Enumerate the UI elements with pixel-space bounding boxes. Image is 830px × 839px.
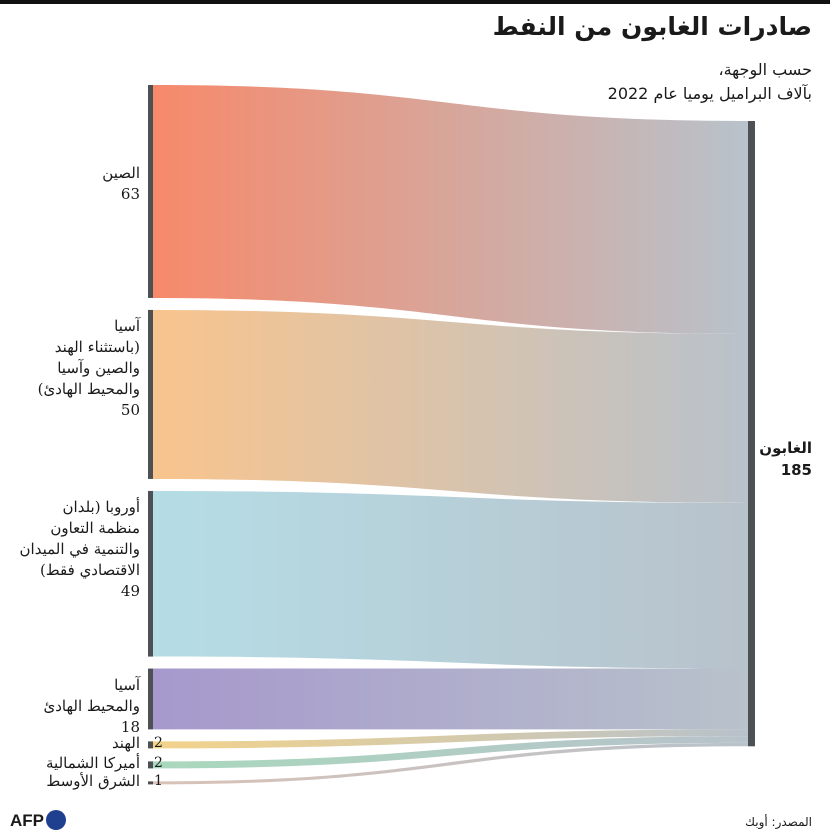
chart-subtitle: حسب الوجهة، بآلاف البراميل يوميا عام 202… — [608, 58, 812, 106]
flow-band-0 — [153, 85, 748, 334]
source-label-line: أوروبا (بلدان — [62, 497, 140, 516]
target-label: الغابون 185 — [759, 437, 812, 481]
source-label-line: والتنمية في الميدان — [19, 539, 140, 558]
source-label-line: منظمة التعاون — [50, 518, 140, 537]
subtitle-line-1: حسب الوجهة، — [718, 60, 812, 79]
source-note: المصدر: أوبك — [745, 815, 812, 829]
afp-logo-text: AFP — [10, 811, 44, 830]
source-label-line: آسيا — [114, 675, 140, 694]
source-label-2: أوروبا (بلدان منظمة التعاون والتنمية في ال… — [20, 497, 140, 602]
target-value: 185 — [780, 461, 812, 479]
source-value-6: 1 — [154, 772, 163, 789]
chart-title: صادرات الغابون من النفط — [492, 12, 812, 41]
source-value: 63 — [120, 185, 140, 203]
source-value-5: 2 — [154, 754, 163, 771]
source-label-3: آسيا والمحيط الهادئ 18 — [43, 675, 140, 738]
source-node-6 — [148, 781, 153, 785]
flow-band-1 — [153, 309, 748, 503]
flow-band-5 — [153, 736, 748, 769]
source-label-6: الشرق الأوسط — [46, 771, 140, 790]
flow-band-4 — [153, 729, 748, 749]
source-label-4: الهند — [111, 733, 140, 752]
source-node-3 — [148, 668, 153, 730]
source-label-line: والصين وآسيا — [57, 358, 140, 377]
source-label-line: والمحيط الهادئ) — [37, 379, 140, 398]
source-value: 49 — [120, 581, 140, 600]
flow-band-2 — [153, 490, 748, 669]
flow-band-6 — [153, 742, 748, 785]
subtitle-line-2: بآلاف البراميل يوميا عام 2022 — [607, 84, 812, 103]
source-label-1: آسيا (باستثناء الهند والصين وآسيا والمحيط ا… — [38, 316, 140, 421]
source-label-line: (باستثناء الهند — [54, 337, 140, 356]
afp-logo-dot-icon — [46, 810, 66, 830]
source-label-line: آسيا — [114, 316, 140, 335]
source-label-5: أميركا الشمالية — [46, 753, 140, 772]
source-node-2 — [148, 490, 153, 657]
source-node-1 — [148, 309, 153, 479]
flow-band-3 — [153, 668, 748, 730]
target-name: الغابون — [759, 439, 812, 457]
source-value: 50 — [120, 400, 140, 419]
afp-logo: AFP — [10, 810, 66, 831]
source-value-4: 2 — [154, 734, 163, 751]
top-rule — [0, 0, 830, 4]
source-node-4 — [148, 741, 153, 749]
source-label-0: الصين 63 — [102, 163, 140, 205]
target-node — [748, 121, 755, 747]
source-node-5 — [148, 761, 153, 769]
source-node-0 — [148, 85, 153, 298]
source-label-line: والمحيط الهادئ — [43, 696, 140, 715]
source-value: 18 — [120, 717, 140, 736]
source-label-line: الصين — [102, 164, 140, 182]
source-label-line: الاقتصادي فقط) — [39, 560, 140, 579]
